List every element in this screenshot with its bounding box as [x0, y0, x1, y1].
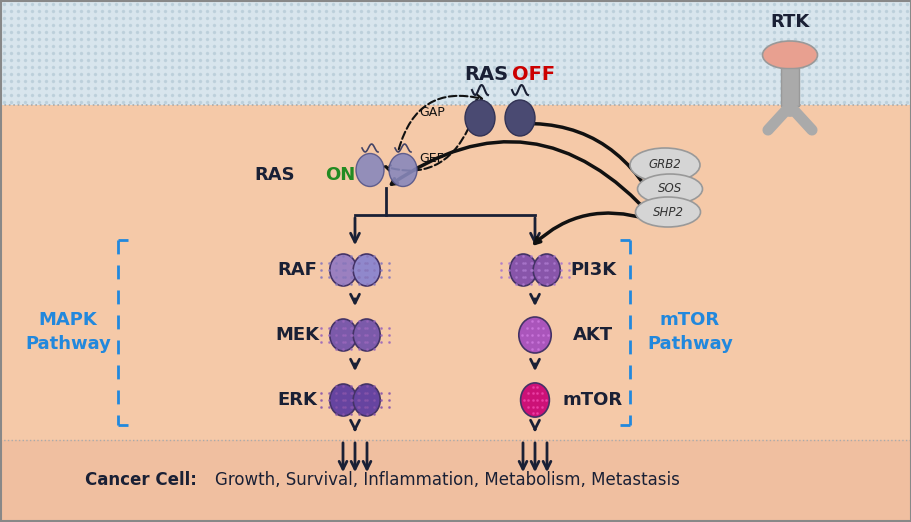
Text: RAS: RAS — [254, 166, 294, 184]
Text: SHP2: SHP2 — [651, 206, 682, 219]
Text: GEF: GEF — [419, 151, 444, 164]
Text: PI3K: PI3K — [569, 261, 616, 279]
Ellipse shape — [465, 100, 495, 136]
Bar — [0, 440, 911, 522]
Text: RAF: RAF — [277, 261, 317, 279]
Bar — [780, 68, 798, 106]
Ellipse shape — [330, 319, 356, 351]
Text: MEK: MEK — [275, 326, 319, 344]
Text: RAS: RAS — [464, 65, 507, 85]
Text: GAP: GAP — [419, 105, 445, 118]
Ellipse shape — [505, 100, 535, 136]
Ellipse shape — [518, 317, 550, 353]
Text: RTK: RTK — [770, 13, 809, 31]
Text: GRB2: GRB2 — [648, 159, 681, 172]
Ellipse shape — [635, 197, 700, 227]
Bar — [0, 105, 911, 440]
Ellipse shape — [509, 254, 537, 286]
Text: Growth, Survival, Inflammation, Metabolism, Metastasis: Growth, Survival, Inflammation, Metaboli… — [215, 471, 679, 489]
Text: mTOR
Pathway: mTOR Pathway — [646, 311, 732, 353]
Text: ERK: ERK — [277, 391, 317, 409]
Ellipse shape — [637, 174, 701, 204]
Bar — [0, 0, 911, 105]
Ellipse shape — [630, 148, 700, 182]
Ellipse shape — [330, 384, 356, 416]
Ellipse shape — [389, 153, 416, 186]
Ellipse shape — [353, 384, 380, 416]
Text: AKT: AKT — [572, 326, 612, 344]
Ellipse shape — [353, 319, 380, 351]
Ellipse shape — [355, 153, 384, 186]
Ellipse shape — [330, 254, 356, 286]
Text: ON: ON — [324, 166, 355, 184]
Text: MAPK
Pathway: MAPK Pathway — [25, 311, 111, 353]
Ellipse shape — [353, 254, 380, 286]
Text: OFF: OFF — [511, 65, 555, 85]
Ellipse shape — [520, 383, 548, 417]
Text: SOS: SOS — [657, 183, 681, 196]
Ellipse shape — [762, 41, 816, 69]
Ellipse shape — [533, 254, 559, 286]
Text: Cancer Cell:: Cancer Cell: — [85, 471, 197, 489]
Text: mTOR: mTOR — [562, 391, 622, 409]
